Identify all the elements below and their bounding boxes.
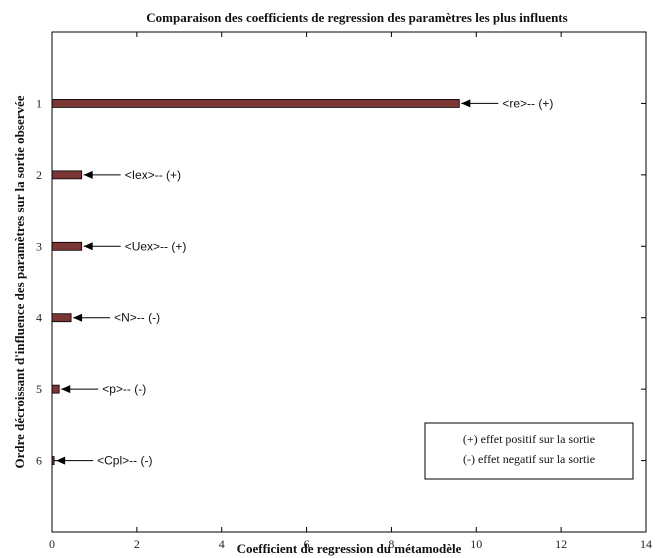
annotation-label-1: <re>-- (+) bbox=[502, 96, 553, 110]
annotation-arrowhead-1 bbox=[461, 99, 471, 108]
legend-entry-negative: (-) effet negatif sur la sortie bbox=[463, 452, 595, 466]
x-tick-label-1: 2 bbox=[134, 537, 140, 551]
chart-title: Comparaison des coefficients de regressi… bbox=[146, 10, 567, 25]
y-tick-label-3: 4 bbox=[36, 311, 42, 325]
bar-3 bbox=[51, 241, 83, 251]
y-tick-label-2: 3 bbox=[36, 239, 42, 253]
annotation-label-5: <p>-- (-) bbox=[102, 382, 146, 396]
annotation-arrowhead-5 bbox=[61, 385, 71, 394]
annotation-label-4: <N>-- (-) bbox=[114, 311, 160, 325]
annotation-arrowhead-6 bbox=[56, 456, 66, 465]
x-axis-label: Coefficient de regression du métamodèle bbox=[237, 541, 462, 556]
x-tick-label-2: 4 bbox=[219, 537, 225, 551]
annotation-arrowhead-4 bbox=[73, 313, 83, 322]
y-tick-label-1: 2 bbox=[36, 168, 42, 182]
bar-1 bbox=[51, 99, 460, 108]
x-tick-label-6: 12 bbox=[555, 537, 567, 551]
y-tick-label-5: 6 bbox=[36, 454, 42, 468]
annotation-arrowhead-3 bbox=[83, 242, 93, 251]
annotation-label-3: <Uex>-- (+) bbox=[125, 239, 187, 253]
legend-box bbox=[424, 422, 634, 480]
x-tick-label-0: 0 bbox=[49, 537, 55, 551]
legend-entry-positive: (+) effet positif sur la sortie bbox=[463, 432, 595, 446]
legend: (+) effet positif sur la sortie (-) effe… bbox=[424, 422, 634, 480]
x-tick-label-7: 14 bbox=[640, 537, 652, 551]
annotation-arrowhead-2 bbox=[83, 170, 93, 179]
x-tick-label-3: 6 bbox=[304, 537, 310, 551]
bar-4 bbox=[51, 313, 72, 323]
plot-frame bbox=[51, 31, 647, 533]
x-tick-label-5: 10 bbox=[470, 537, 482, 551]
annotation-label-6: <Cpl>-- (-) bbox=[97, 454, 152, 468]
bar-5 bbox=[51, 384, 60, 394]
y-axis-label: Ordre décroissant d'influence des paramè… bbox=[12, 95, 27, 468]
annotation-label-2: <Iex>-- (+) bbox=[125, 168, 181, 182]
y-tick-label-4: 5 bbox=[36, 382, 42, 396]
x-tick-label-4: 8 bbox=[388, 537, 394, 551]
bar-2 bbox=[51, 170, 83, 180]
y-tick-label-0: 1 bbox=[36, 96, 42, 110]
